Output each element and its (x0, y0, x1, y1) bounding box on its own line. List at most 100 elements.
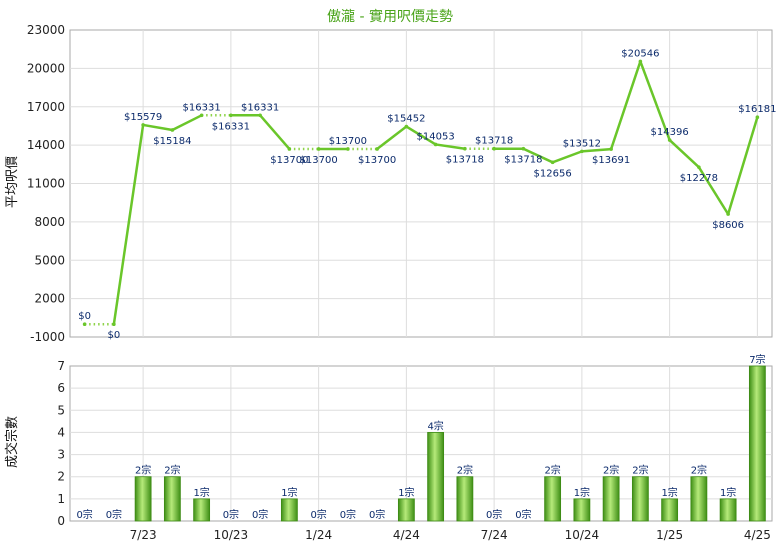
count-bar-label: 2宗 (544, 464, 560, 477)
count-bar (573, 498, 591, 522)
count-bar-label: 4宗 (427, 419, 443, 432)
count-bar-label: 2宗 (457, 464, 473, 477)
count-bar (280, 498, 298, 522)
price-point (346, 147, 350, 151)
price-tick-label: 2000 (34, 292, 65, 306)
count-bar-label: 0宗 (369, 508, 385, 521)
count-bar (193, 498, 211, 522)
price-value-label: $16331 (183, 102, 221, 113)
price-value-label: $13718 (504, 155, 542, 166)
price-value-label: $15184 (153, 136, 191, 147)
price-point (550, 160, 555, 165)
month-tick-label: 10/24 (565, 528, 600, 542)
price-point (755, 115, 760, 120)
price-line-segment (609, 60, 642, 150)
price-tick-label: 23000 (27, 23, 65, 37)
chart-title: 傲瀧 - 實用呎價走勢 (327, 8, 453, 25)
price-point (609, 147, 613, 151)
count-plot-area (69, 365, 773, 522)
price-value-label: $13512 (563, 138, 601, 149)
count-bar (427, 432, 445, 522)
count-bar (661, 498, 679, 522)
count-bar-label: 2宗 (164, 464, 180, 477)
count-bar-label: 2宗 (691, 464, 707, 477)
count-bar-label: 1宗 (661, 486, 677, 499)
price-point (463, 146, 467, 151)
count-bar-label: 0宗 (515, 508, 531, 521)
price-point (82, 322, 87, 327)
count-bar-label: 0宗 (223, 508, 239, 521)
count-bar-label: 2宗 (603, 464, 619, 477)
price-point (229, 113, 233, 118)
count-bar (134, 476, 152, 522)
price-value-label: $13700 (329, 136, 367, 147)
count-tick-label: 2 (57, 470, 65, 484)
month-tick-label: 4/25 (744, 528, 771, 542)
price-tick-label: 8000 (34, 215, 65, 229)
count-axis-label: 成交宗數 (4, 416, 20, 468)
price-line-segment (435, 143, 466, 150)
price-line-segment (171, 114, 203, 132)
price-line-segment (522, 147, 554, 164)
price-value-label: $16331 (241, 102, 279, 113)
count-bar (690, 476, 708, 522)
price-point (667, 138, 672, 142)
count-bar-label: 0宗 (340, 508, 356, 521)
price-point (433, 142, 438, 147)
price-value-label: $12278 (680, 173, 718, 184)
price-value-label: $16331 (212, 121, 250, 132)
count-bar-label: 1宗 (720, 486, 736, 499)
count-bar (163, 476, 181, 522)
count-tick-label: 0 (57, 514, 65, 528)
price-point (199, 113, 204, 118)
count-tick-label: 3 (57, 448, 65, 462)
price-point (170, 128, 175, 132)
count-bar (456, 476, 474, 522)
count-bar (544, 476, 562, 522)
count-tick-label: 6 (57, 381, 65, 395)
price-tick-label: 5000 (34, 253, 65, 267)
count-bar (719, 498, 737, 522)
price-tick-label: 20000 (27, 61, 65, 75)
price-value-label: $14396 (651, 127, 689, 138)
count-tick-label: 7 (57, 359, 65, 373)
count-tick-label: 1 (57, 492, 65, 506)
count-bar-label: 0宗 (76, 508, 92, 521)
price-point (580, 149, 584, 154)
price-value-label: $0 (108, 330, 121, 341)
price-point (141, 123, 145, 127)
price-point (492, 146, 496, 151)
price-point (404, 124, 409, 129)
price-line-segment (552, 150, 583, 164)
price-line-segment (639, 60, 671, 141)
count-bar-label: 1宗 (398, 486, 414, 499)
price-value-label: $13700 (300, 155, 338, 166)
count-bar-label: 7宗 (749, 353, 765, 366)
price-value-label: $13718 (475, 136, 513, 147)
count-bar-label: 0宗 (486, 508, 502, 521)
count-bar-label: 2宗 (632, 464, 648, 477)
month-tick-label: 1/24 (305, 528, 332, 542)
count-bar-label: 0宗 (310, 508, 326, 521)
count-bar-label: 0宗 (252, 508, 268, 521)
price-point (521, 146, 526, 151)
price-value-label: $13691 (592, 155, 630, 166)
count-bar (748, 365, 766, 522)
price-axis-label: 平均呎價 (5, 156, 20, 208)
price-tick-label: 14000 (27, 138, 65, 152)
price-value-label: $8606 (712, 220, 744, 231)
price-value-label: $12656 (534, 168, 572, 179)
price-tick-label: 17000 (27, 100, 65, 114)
price-value-label: $14053 (417, 131, 455, 142)
count-bar-label: 1宗 (574, 486, 590, 499)
count-bar-label: 2宗 (135, 464, 151, 477)
month-tick-label: 7/24 (481, 528, 508, 542)
price-tick-label: 11000 (27, 177, 65, 191)
price-value-label: $13718 (446, 155, 484, 166)
price-value-label: $15579 (124, 112, 162, 123)
price-value-label: $16181 (738, 104, 776, 115)
price-point (375, 147, 379, 151)
price-point (258, 113, 262, 118)
price-point (287, 147, 292, 151)
price-line-segment (142, 123, 173, 132)
